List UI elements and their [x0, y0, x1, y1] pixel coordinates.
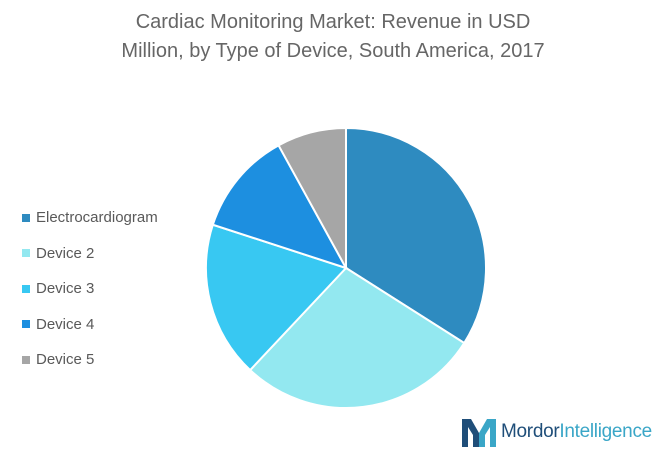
brand-name: MordorIntelligence: [501, 421, 652, 443]
chart-title: Cardiac Monitoring Market: Revenue in US…: [0, 8, 666, 66]
legend-label: Electrocardiogram: [36, 209, 158, 227]
legend-label: Device 4: [36, 315, 95, 333]
legend-item: Device 4: [22, 307, 158, 343]
brand-logo: MordorIntelligence: [462, 417, 652, 447]
legend-item: Device 5: [22, 342, 158, 378]
pie-slice-device-3: [205, 223, 348, 372]
legend-item: Electrocardiogram: [22, 200, 158, 236]
legend-swatch: [22, 320, 30, 329]
legend-swatch: [22, 355, 30, 364]
pie-slice-device-2: [248, 266, 466, 409]
legend-swatch: [22, 213, 30, 222]
legend-label: Device 2: [36, 244, 95, 262]
brand-name-part1: Mordor: [501, 421, 560, 442]
legend-label: Device 3: [36, 280, 95, 298]
legend-swatch: [22, 284, 30, 293]
brand-name-part2: Intelligence: [559, 421, 652, 442]
pie-slice-device-4: [211, 143, 349, 270]
pie-slice-device-5: [277, 126, 347, 269]
chart-title-line-1: Cardiac Monitoring Market: Revenue in US…: [135, 11, 531, 33]
chart-title-line-2: Million, by Type of Device, South Americ…: [121, 40, 545, 62]
chart-legend: Electrocardiogram Device 2 Device 3 Device …: [22, 200, 158, 378]
mordor-intelligence-logo-icon: [462, 419, 496, 447]
legend-swatch: [22, 249, 30, 258]
legend-item: Device 3: [22, 271, 158, 307]
legend-label: Device 5: [36, 351, 95, 369]
legend-item: Device 2: [22, 236, 158, 272]
